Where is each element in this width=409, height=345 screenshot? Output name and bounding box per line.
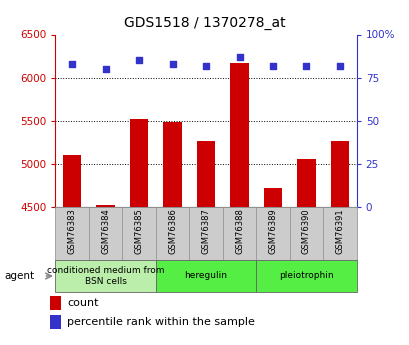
Bar [263,188,281,207]
Bar [89,207,122,260]
Bar [55,260,155,292]
Bar [96,205,115,207]
Point [202,63,209,68]
Text: GSM76385: GSM76385 [134,209,143,254]
Point [102,66,109,72]
Bar [63,155,81,207]
Bar [50,315,61,329]
Point [135,58,142,63]
Bar [163,122,181,207]
Bar [230,63,248,207]
Bar [155,207,189,260]
Point [69,61,75,67]
Text: GSM76389: GSM76389 [268,209,277,254]
Bar [222,207,256,260]
Text: GSM76388: GSM76388 [234,209,243,255]
Text: GSM76384: GSM76384 [101,209,110,254]
Bar [189,207,222,260]
Bar [330,141,348,207]
Bar [322,207,356,260]
Text: count: count [67,298,99,308]
Text: GSM76383: GSM76383 [67,209,76,255]
Text: heregulin: heregulin [184,272,227,280]
Bar [289,207,322,260]
Point [302,63,309,68]
Text: agent: agent [4,271,34,281]
Text: GSM76386: GSM76386 [168,209,177,255]
Text: percentile rank within the sample: percentile rank within the sample [67,317,254,327]
Point [336,63,342,68]
Bar [55,207,89,260]
Bar [155,260,256,292]
Point [269,63,276,68]
Bar [256,260,356,292]
Text: GSM76391: GSM76391 [335,209,344,254]
Bar [196,141,215,207]
Bar [122,207,155,260]
Text: GSM76387: GSM76387 [201,209,210,255]
Text: GDS1518 / 1370278_at: GDS1518 / 1370278_at [124,16,285,30]
Bar [50,296,61,310]
Bar [297,159,315,207]
Text: conditioned medium from
BSN cells: conditioned medium from BSN cells [47,266,164,286]
Point [236,54,242,60]
Text: GSM76390: GSM76390 [301,209,310,254]
Text: pleiotrophin: pleiotrophin [279,272,333,280]
Bar [256,207,289,260]
Point [169,61,175,67]
Bar [130,119,148,207]
